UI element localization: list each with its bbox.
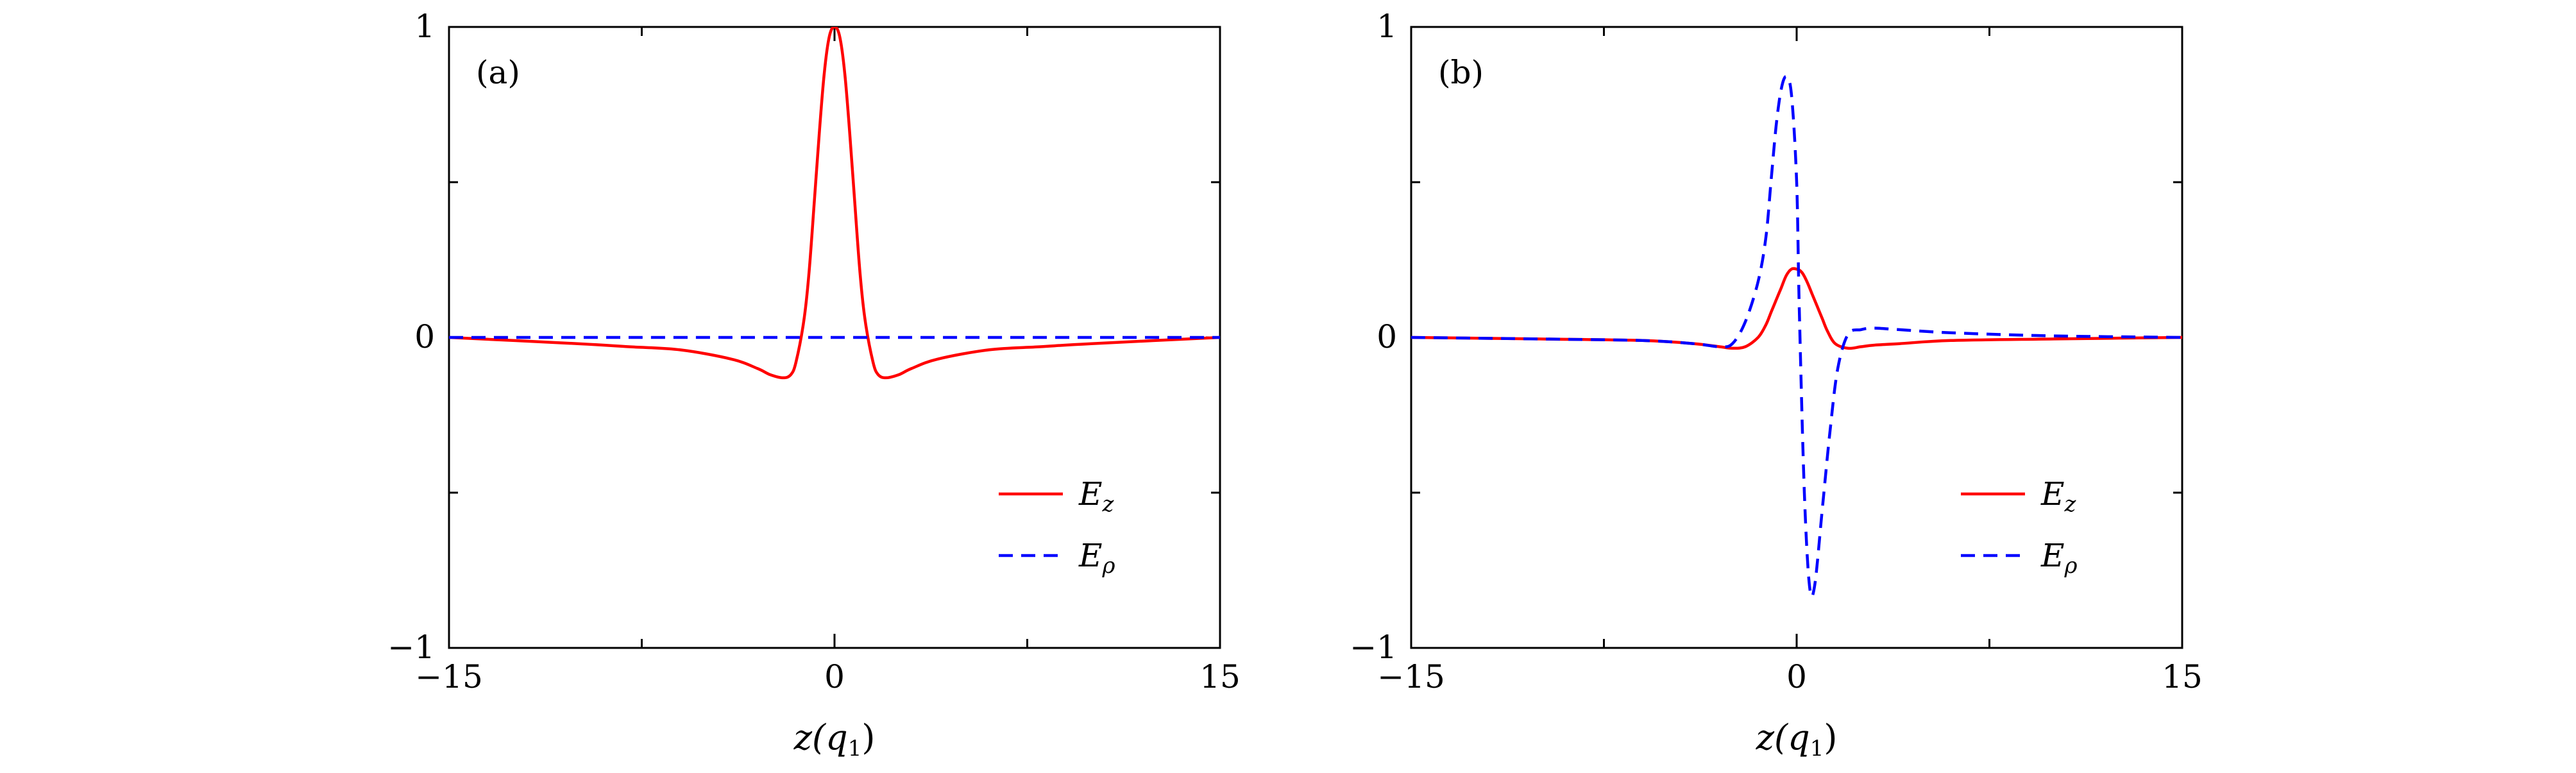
y-tick-label: 0 xyxy=(1377,318,1397,355)
legend-entry: Ez xyxy=(1078,475,1115,517)
x-tick-label: 15 xyxy=(1199,658,1241,695)
legend-entry: Ez xyxy=(2040,475,2077,517)
x-axis-label: z(q1) xyxy=(1756,717,1838,761)
x-tick-label: −15 xyxy=(415,658,483,695)
y-tick-label: 1 xyxy=(1377,8,1397,45)
legend: Ez Eρ xyxy=(999,475,1115,579)
y-tick-label: −1 xyxy=(1350,629,1397,666)
x-tick-label: −15 xyxy=(1377,658,1445,695)
series-line-ez xyxy=(1411,267,2182,350)
legend-entry: Eρ xyxy=(1078,537,1115,579)
series-line-erho xyxy=(1411,74,2182,599)
x-axis-label: z(q1) xyxy=(793,717,876,761)
x-tick-label: 15 xyxy=(2162,658,2203,695)
chart-panel-a: −15 0 15 1 0 −1 z(q1) (a) Ez Eρ xyxy=(387,8,1241,761)
panel-label: (b) xyxy=(1438,54,1484,91)
y-tick-label: 0 xyxy=(414,318,435,355)
legend-entry: Eρ xyxy=(2040,537,2078,579)
y-tick-label: −1 xyxy=(387,629,435,666)
legend: Ez Eρ xyxy=(1961,475,2078,579)
x-tick-label: 0 xyxy=(1786,658,1807,695)
series-line-ez xyxy=(449,27,1220,380)
panel-label: (a) xyxy=(476,54,520,91)
chart-panel-b: −15 0 15 1 0 −1 z(q1) (b) Ez Eρ xyxy=(1350,8,2203,761)
y-tick-label: 1 xyxy=(414,8,435,45)
x-tick-label: 0 xyxy=(824,658,845,695)
